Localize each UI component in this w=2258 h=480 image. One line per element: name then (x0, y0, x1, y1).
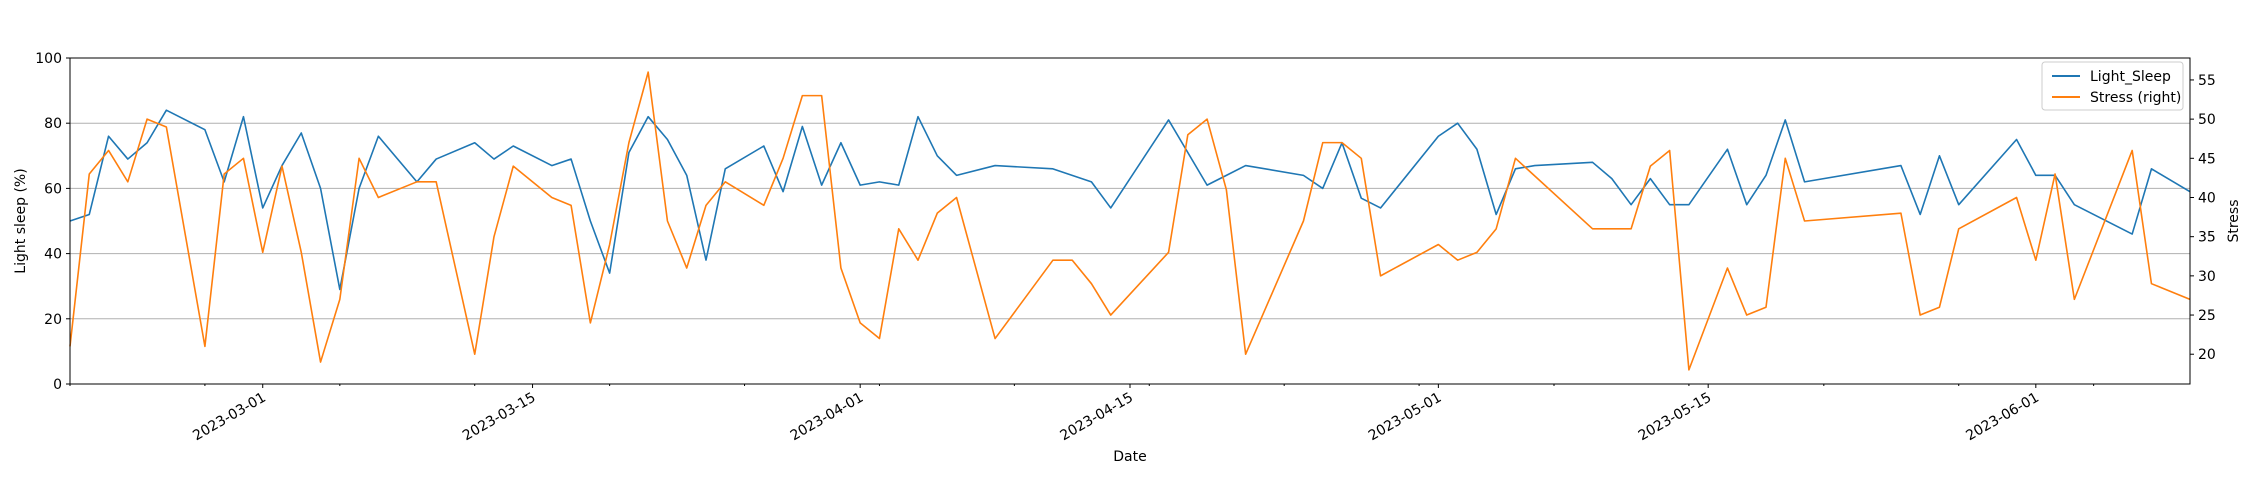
x-axis-title: Date (1113, 449, 1146, 465)
series-line-light-sleep (69, 109, 2191, 291)
legend: Light_Sleep Stress (right) (2041, 61, 2184, 111)
legend-label-light-sleep: Light_Sleep (2090, 69, 2171, 85)
y-axis-right: 20 25 30 35 40 45 50 55 (2190, 73, 2216, 363)
y-left-tick-label: 0 (53, 377, 62, 393)
legend-label-stress: Stress (right) (2090, 90, 2181, 106)
y-left-tick-label: 80 (44, 116, 62, 132)
y-left-tick-label: 20 (44, 312, 62, 328)
y-axis-left: 0 20 40 60 80 100 (35, 51, 70, 393)
y-right-tick-label: 30 (2198, 269, 2216, 285)
y-right-tick-label: 45 (2198, 151, 2216, 167)
series-line-stress (69, 71, 2191, 371)
y-axis-right-title: Stress (2226, 199, 2242, 242)
y-left-tick-label: 40 (44, 247, 62, 263)
grid (70, 122, 2190, 320)
y-axis-left-title: Light sleep (%) (13, 168, 29, 273)
y-right-tick-label: 40 (2198, 190, 2216, 206)
y-right-tick-label: 20 (2198, 347, 2216, 363)
series-layer (69, 71, 2191, 371)
y-right-tick-label: 35 (2198, 230, 2216, 246)
y-right-tick-label: 55 (2198, 73, 2216, 89)
y-left-tick-label: 60 (44, 181, 62, 197)
y-left-tick-label: 100 (35, 51, 62, 67)
y-right-tick-label: 25 (2198, 308, 2216, 324)
y-right-tick-label: 50 (2198, 112, 2216, 128)
